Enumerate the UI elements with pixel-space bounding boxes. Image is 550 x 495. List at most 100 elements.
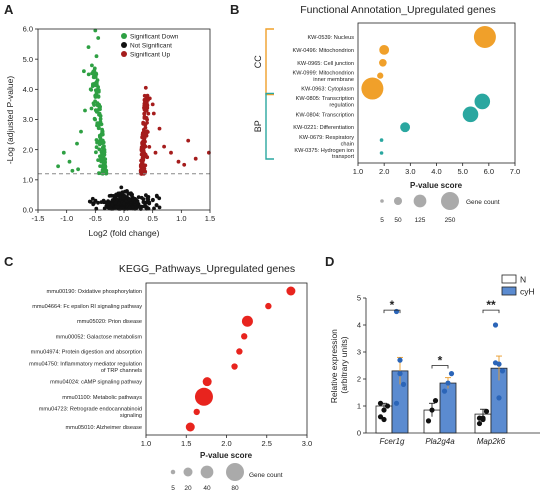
volcano-point-down (96, 88, 101, 93)
replicate-point (448, 371, 455, 377)
volcano-point-down (95, 121, 100, 126)
category-group-bracket (265, 28, 274, 96)
size-legend-title: Gene count (466, 199, 500, 206)
kegg-pathway-label-line: signaling (120, 413, 142, 419)
replicate-point (381, 407, 387, 413)
volcano-legend-swatch (121, 51, 127, 57)
expression-y-axis-label-line1: Relative expression (329, 329, 339, 403)
volcano-point-up (139, 158, 144, 163)
volcano-point-down (97, 171, 101, 176)
volcano-point-down (95, 102, 100, 107)
expression-y-tick-label: 2 (357, 375, 361, 384)
expression-legend-swatch (501, 274, 517, 284)
volcano-point-ns (126, 191, 131, 196)
kegg-size-legend-bubble (200, 465, 214, 479)
volcano-point-up (169, 150, 173, 155)
volcano-point-down (94, 109, 99, 114)
kegg-pathway-label: mmu05010: Alzheimer disease (66, 425, 143, 431)
volcano-point-ns (121, 195, 126, 200)
volcano-point-down (56, 164, 60, 169)
size-legend-bubble (413, 194, 427, 208)
volcano-legend-label: Significant Up (130, 51, 170, 58)
volcano-y-tick-label: 0.0 (23, 206, 33, 215)
gene-label: Map2k6 (477, 437, 506, 446)
volcano-point-down (93, 88, 98, 93)
kegg-pathway-label-line: mmu04750: Inflammatory mediator regulati… (29, 361, 142, 367)
volcano-point-up (146, 111, 151, 116)
volcano-point-up (141, 127, 146, 132)
volcano-point-ns (115, 197, 119, 202)
replicate-point (381, 416, 387, 423)
panel-letter-a: A (4, 2, 14, 17)
expression-y-tick-label: 1 (357, 402, 361, 411)
volcano-point-down (90, 71, 94, 76)
category-group-brackets: CC BP (253, 28, 274, 160)
replicate-point (393, 308, 400, 315)
volcano-point-up (151, 111, 156, 116)
volcano-legend-label: Significant Down (130, 33, 179, 40)
volcano-y-ticks: 0.0 1.0 2.0 3.0 4.0 5.0 6.0 (23, 25, 38, 215)
annotation-bubble (462, 106, 479, 123)
volcano-point-ns (150, 198, 155, 203)
volcano-point-down (90, 63, 94, 68)
annotation-x-tick-label: 7.0 (510, 167, 520, 176)
annotation-bubbles (361, 26, 496, 155)
volcano-point-ns (157, 196, 162, 201)
kegg-size-legend-value: 20 (184, 485, 192, 492)
volcano-point-up (193, 156, 198, 161)
volcano-point-ns (119, 185, 124, 190)
volcano-x-tick-label: 1.0 (176, 214, 186, 223)
volcano-point-up (145, 93, 150, 98)
kegg-pathway-label-line: mmu04664: Fc epsilon RI signaling pathwa… (32, 304, 142, 310)
kegg-pathway-labels: mmu00190: Oxidative phosphorylation mmu04… (29, 289, 142, 431)
expression-y-tick-label: 0 (357, 429, 361, 438)
kegg-bubble-plot: KEGG_Pathways_Upregulated genes mmu00190… (29, 263, 312, 492)
annotation-bubble (400, 122, 411, 133)
annotation-category-label-line: KW-0679: Respiratory (299, 135, 354, 141)
volcano-point-ns (118, 195, 123, 200)
functional-annotation-bubble-plot: Functional Annotation_Upregulated genes … (253, 4, 520, 224)
volcano-point-down (98, 117, 103, 121)
gene-label: Pla2g4a (425, 437, 455, 446)
annotation-bubble (379, 58, 387, 67)
category-group-label: CC (253, 55, 263, 68)
volcano-point-down (82, 69, 86, 74)
size-legend-value: 250 (445, 217, 456, 224)
volcano-point-ns (142, 204, 147, 209)
volcano-x-tick-label: -0.5 (89, 214, 102, 223)
volcano-point-ns (120, 190, 125, 195)
volcano-point-ns (139, 195, 144, 200)
volcano-point-up (142, 111, 147, 116)
volcano-point-ns (122, 201, 126, 206)
size-legend-bubble (393, 196, 403, 206)
volcano-point-ns (90, 196, 95, 201)
expression-y-tick-label: 4 (357, 321, 361, 330)
replicate-point (476, 420, 483, 427)
expression-y-axis-label: Relative expression (arbitrary units) (329, 327, 349, 404)
replicate-point (496, 395, 502, 401)
annotation-size-legend: 5 50 125 250 Gene count (380, 192, 500, 224)
volcano-point-down (98, 107, 102, 112)
volcano-point-up (142, 93, 147, 98)
volcano-point-down (83, 108, 87, 113)
annotation-category-label: KW-0375: Hydrogen ion transport (294, 148, 354, 160)
annotation-category-label-line: KW-0963: Cytoplasm (301, 87, 354, 93)
volcano-point-down (98, 164, 102, 169)
significance-asterisk: * (390, 298, 395, 312)
kegg-pathway-label: mmu04024: cAMP signaling pathway (50, 380, 142, 386)
volcano-point-down (76, 167, 80, 172)
kegg-bubbles (185, 286, 296, 432)
volcano-point-ns (102, 206, 107, 211)
volcano-point-up (141, 148, 146, 153)
volcano-point-down (98, 119, 103, 124)
volcano-point-up (182, 162, 187, 167)
volcano-point-ns (154, 193, 159, 198)
volcano-point-down (94, 150, 98, 155)
significance-markers: **** (383, 298, 500, 369)
kegg-x-tick-label: 2.5 (262, 439, 272, 448)
volcano-point-up (140, 135, 145, 140)
size-legend-value: 50 (394, 217, 402, 224)
annotation-bubble (474, 93, 491, 110)
kegg-bubble (265, 302, 272, 310)
replicate-point (377, 400, 384, 406)
